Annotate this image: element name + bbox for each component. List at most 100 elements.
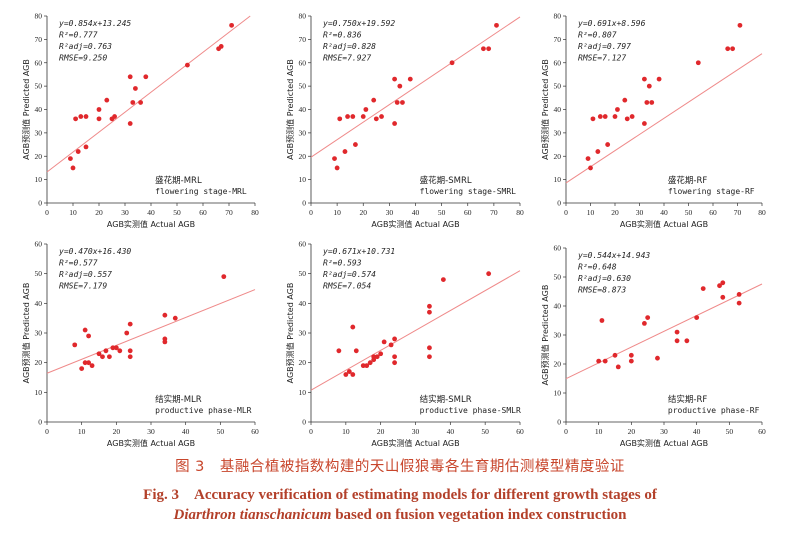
data-point (117, 348, 123, 354)
stats-line: RMSE=9.250 (59, 54, 107, 63)
x-tick-label: 0 (309, 427, 313, 436)
data-point (585, 156, 591, 161)
data-point (130, 100, 136, 105)
data-point (700, 286, 706, 291)
data-point (185, 62, 190, 68)
y-tick-label: 0 (38, 199, 42, 208)
y-tick-label: 20 (554, 360, 562, 369)
data-point (379, 114, 384, 119)
data-point (110, 345, 116, 351)
data-point (70, 165, 76, 171)
x-axis-title: AGB实测值 Actual AGB (620, 219, 708, 229)
data-point (127, 348, 133, 354)
data-point (350, 114, 356, 119)
data-point (588, 165, 593, 171)
y-tick-label: 10 (35, 388, 43, 397)
model-label-cn: 结实期-RF (668, 394, 707, 405)
x-tick-label: 30 (386, 208, 394, 217)
y-tick-label: 10 (299, 175, 307, 184)
x-tick-label: 40 (182, 427, 190, 436)
stats-line: y=0.750x+19.592 (322, 19, 395, 28)
data-point (392, 354, 397, 360)
data-point (737, 22, 743, 28)
data-point (615, 364, 621, 370)
y-tick-label: 80 (554, 12, 562, 21)
data-point (346, 369, 352, 374)
data-point (602, 358, 608, 364)
data-point (350, 372, 356, 377)
x-tick-label: 60 (251, 427, 259, 436)
data-point (162, 339, 168, 345)
data-point (353, 348, 359, 354)
y-axis-title: AGB预测值 Predicted AGB (540, 59, 550, 160)
data-point (400, 100, 405, 105)
data-point (113, 345, 119, 351)
x-tick-label: 60 (516, 427, 524, 436)
model-label-cn: 盛花期-MRL (155, 175, 202, 186)
y-tick-label: 70 (554, 35, 562, 44)
data-point (334, 165, 340, 171)
y-tick-label: 20 (35, 152, 43, 161)
scatter-panel-6: 0 10 20 30 40 50 60 0 10 20 30 40 50 60 AGB实测值 Actual … (540, 244, 766, 449)
data-point (624, 116, 630, 122)
data-point (486, 271, 492, 277)
stats-line: R²adj=0.763 (59, 42, 112, 51)
y-tick-label: 40 (554, 302, 562, 311)
model-label-en: productive phase-MLR (155, 406, 252, 415)
x-tick-label: 10 (69, 208, 77, 217)
data-point (79, 366, 85, 371)
y-tick-label: 50 (299, 82, 307, 91)
data-point (597, 114, 603, 119)
data-point (367, 360, 373, 366)
data-point (730, 46, 735, 52)
data-point (107, 354, 112, 360)
y-tick-label: 0 (302, 199, 306, 208)
data-point (89, 363, 95, 369)
stats-line: R²adj=0.797 (578, 42, 631, 51)
stats-line: R²=0.577 (59, 259, 98, 268)
data-point (82, 360, 88, 366)
y-tick-label: 40 (554, 105, 562, 114)
data-point (628, 358, 634, 364)
y-tick-label: 20 (299, 358, 307, 367)
data-point (427, 354, 432, 360)
data-point (720, 280, 726, 286)
data-point (644, 100, 650, 105)
stats-line: RMSE=7.927 (323, 54, 371, 63)
data-point (127, 321, 133, 327)
y-tick-label: 30 (299, 329, 307, 338)
data-point (374, 354, 380, 360)
data-point (694, 315, 700, 320)
scatter-panel-2: 0 10 20 30 40 50 60 70 80 0 10 20 30 40 50 60 70 80 AGB实测值… (285, 12, 524, 230)
x-tick-label: 10 (595, 427, 603, 436)
model-label-en: flowering stage-MRL (155, 187, 247, 196)
x-tick-label: 50 (173, 208, 181, 217)
data-point (133, 86, 138, 91)
y-axis-title: AGB预测值 Predicted AGB (21, 283, 31, 384)
data-point (86, 360, 91, 366)
stats-line: RMSE=7.179 (59, 282, 107, 291)
y-tick-label: 50 (299, 269, 307, 278)
y-tick-label: 60 (35, 58, 43, 67)
stats-line: y=0.671x+10.731 (322, 247, 395, 256)
data-point (440, 277, 446, 282)
x-tick-label: 0 (564, 208, 568, 217)
x-tick-label: 30 (412, 427, 420, 436)
x-axis-title: AGB实测值 Actual AGB (107, 438, 195, 448)
model-label-cn: 结实期-MLR (155, 394, 202, 405)
data-point (392, 76, 397, 82)
x-tick-label: 30 (121, 208, 129, 217)
x-tick-label: 0 (564, 427, 568, 436)
data-point (350, 324, 356, 330)
figure-caption-chinese: 图 3 基融合植被指数构建的天山假狼毒各生育期估测模型精度验证 (175, 459, 625, 475)
stats-line: RMSE=7.127 (578, 54, 626, 63)
x-tick-label: 20 (377, 427, 385, 436)
data-point (388, 342, 394, 348)
y-tick-label: 60 (554, 58, 562, 67)
data-point (104, 97, 110, 103)
regression-line (46, 289, 256, 374)
data-point (392, 121, 397, 126)
y-tick-label: 50 (35, 269, 43, 278)
data-point (343, 372, 349, 377)
figure-caption-english-line1: Fig. 3 Accuracy verification of estimati… (143, 487, 657, 503)
